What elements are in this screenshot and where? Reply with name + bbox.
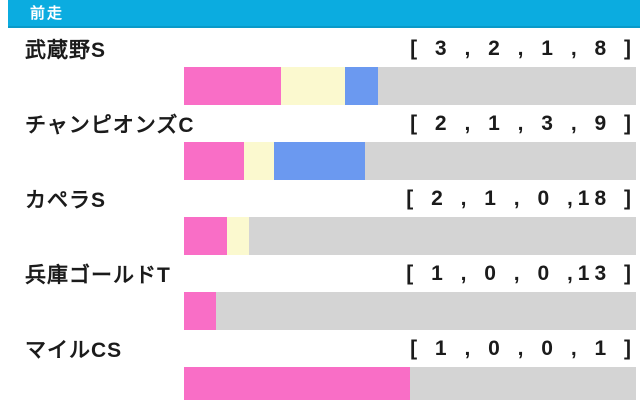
bar-segment-unplaced bbox=[410, 367, 636, 400]
record-numbers: [ 2 , 1 , 3 , 9 ] bbox=[410, 112, 636, 135]
result-bar bbox=[184, 367, 636, 400]
race-name-label: 兵庫ゴールドT bbox=[25, 264, 171, 287]
race-row-header: マイルCS [ 1 , 0 , 0 , 1 ] bbox=[0, 336, 640, 362]
race-row: マイルCS [ 1 , 0 , 0 , 1 ] bbox=[0, 336, 640, 400]
bar-segment-unplaced bbox=[377, 67, 636, 105]
bar-segment-win bbox=[184, 67, 281, 105]
result-bar bbox=[184, 217, 636, 255]
bar-segment-unplaced bbox=[248, 217, 636, 255]
section-title: 前走 bbox=[30, 5, 65, 22]
record-numbers: [ 1 , 0 , 0 ,13 ] bbox=[406, 262, 636, 285]
bar-segment-third bbox=[274, 142, 365, 180]
section-header: 前走 bbox=[8, 0, 640, 28]
race-row-header: 兵庫ゴールドT [ 1 , 0 , 0 ,13 ] bbox=[0, 261, 640, 287]
bar-segment-unplaced bbox=[216, 292, 636, 330]
bar-segment-win bbox=[184, 142, 245, 180]
race-row: 兵庫ゴールドT [ 1 , 0 , 0 ,13 ] bbox=[0, 261, 640, 330]
bar-segment-second bbox=[244, 142, 275, 180]
race-name-label: マイルCS bbox=[25, 339, 123, 362]
race-row-header: カペラS [ 2 , 1 , 0 ,18 ] bbox=[0, 186, 640, 212]
race-row: カペラS [ 2 , 1 , 0 ,18 ] bbox=[0, 186, 640, 255]
rows-container: 武蔵野S [ 3 , 2 , 1 , 8 ] チャンピオンズC [ 2 , 1 … bbox=[0, 28, 640, 400]
race-name-label: 武蔵野S bbox=[25, 39, 107, 62]
bar-segment-third bbox=[345, 67, 378, 105]
bar-segment-second bbox=[227, 217, 249, 255]
bar-segment-win bbox=[184, 292, 217, 330]
result-bar bbox=[184, 292, 636, 330]
bar-segment-win bbox=[184, 367, 410, 400]
bar-segment-second bbox=[280, 67, 346, 105]
race-row: 武蔵野S [ 3 , 2 , 1 , 8 ] bbox=[0, 36, 640, 105]
race-name-label: チャンピオンズC bbox=[25, 114, 195, 137]
record-numbers: [ 3 , 2 , 1 , 8 ] bbox=[410, 37, 636, 60]
record-numbers: [ 1 , 0 , 0 , 1 ] bbox=[410, 337, 636, 360]
race-row-header: チャンピオンズC [ 2 , 1 , 3 , 9 ] bbox=[0, 111, 640, 137]
race-row: チャンピオンズC [ 2 , 1 , 3 , 9 ] bbox=[0, 111, 640, 180]
result-bar bbox=[184, 142, 636, 180]
bar-segment-win bbox=[184, 217, 228, 255]
bar-segment-unplaced bbox=[364, 142, 636, 180]
result-bar bbox=[184, 67, 636, 105]
record-numbers: [ 2 , 1 , 0 ,18 ] bbox=[406, 187, 636, 210]
race-row-header: 武蔵野S [ 3 , 2 , 1 , 8 ] bbox=[0, 36, 640, 62]
race-name-label: カペラS bbox=[25, 189, 107, 212]
